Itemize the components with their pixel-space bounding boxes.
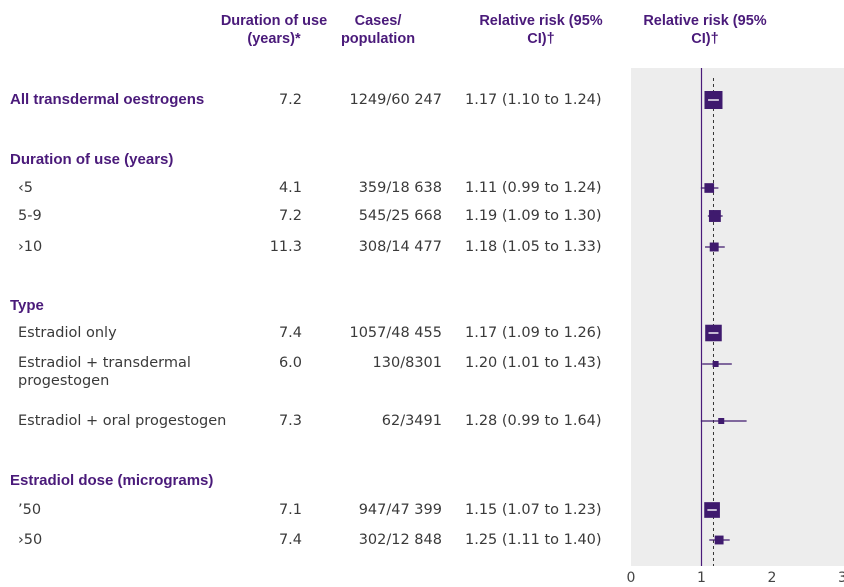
row-label: ›50 [18, 532, 43, 548]
row-duration: 6.0 [278, 355, 302, 371]
row-cases: 62/3491 [381, 413, 442, 429]
row-duration: 4.1 [278, 180, 302, 196]
table-row: 5-9 7.2 545/25 668 1.19 (1.09 to 1.30) [0, 205, 630, 227]
table-row: Estradiol + transdermal progestogen 6.0 … [0, 352, 630, 392]
table-row: ’50 7.1 947/47 399 1.15 (1.07 to 1.23) [0, 499, 630, 521]
row-cases: 545/25 668 [358, 208, 442, 224]
x-tick-label: 0 [627, 570, 636, 586]
row-duration: 7.2 [278, 92, 302, 108]
header-rr-text: Relative risk (95% CI)† [479, 13, 603, 47]
row-duration: 7.4 [278, 325, 302, 341]
row-label: ‹5 [18, 180, 34, 196]
x-tick-label: 3 [838, 570, 844, 586]
table-row: Estradiol only 7.4 1057/48 455 1.17 (1.0… [0, 322, 630, 344]
row-duration: 7.3 [278, 413, 302, 429]
x-tick-label: 2 [768, 570, 777, 586]
row-ci-text: 1.25 (1.11 to 1.40) [465, 532, 602, 548]
row-ci-text: 1.20 (1.01 to 1.43) [465, 355, 602, 371]
row-duration: 7.2 [278, 208, 302, 224]
row-label: ›10 [18, 239, 43, 255]
point-marker [718, 418, 725, 424]
row-ci-text: 1.19 (1.09 to 1.30) [465, 208, 602, 224]
table-row: ›50 7.4 302/12 848 1.25 (1.11 to 1.40) [0, 529, 630, 551]
point-marker [712, 361, 719, 367]
plot-panel [631, 68, 844, 566]
section-title-dose: Estradiol dose (micrograms) [10, 472, 214, 489]
row-ci-text: 1.11 (0.99 to 1.24) [465, 180, 602, 196]
table-row: ›10 11.3 308/14 477 1.18 (1.05 to 1.33) [0, 236, 630, 258]
row-cases: 947/47 399 [358, 502, 442, 518]
table-row: Estradiol + oral progestogen 7.3 62/3491… [0, 410, 630, 432]
x-tick-label: 1 [697, 570, 706, 586]
section-title-type: Type [10, 297, 44, 314]
row-label: ’50 [18, 502, 42, 518]
row-cases: 359/18 638 [358, 180, 442, 196]
table-row: All transdermal oestrogens 7.2 1249/60 2… [0, 89, 630, 111]
row-ci-text: 1.17 (1.10 to 1.24) [465, 92, 602, 108]
row-label: Estradiol + transdermal progestogen [18, 355, 191, 389]
row-ci-text: 1.15 (1.07 to 1.23) [465, 502, 602, 518]
row-cases: 1249/60 247 [349, 92, 442, 108]
row-duration: 11.3 [269, 239, 302, 255]
point-marker [709, 242, 719, 252]
row-ci-text: 1.17 (1.09 to 1.26) [465, 325, 602, 341]
row-cases: 308/14 477 [358, 239, 442, 255]
row-label: Estradiol + oral progestogen [18, 413, 227, 429]
row-cases: 1057/48 455 [349, 325, 442, 341]
row-ci-text: 1.28 (0.99 to 1.64) [465, 413, 602, 429]
row-label: Estradiol only [18, 325, 117, 341]
row-cases: 302/12 848 [358, 532, 442, 548]
point-marker [708, 210, 721, 222]
row-cases: 130/8301 [372, 355, 442, 371]
point-marker [704, 183, 715, 193]
section-title-duration: Duration of use (years) [10, 151, 174, 168]
row-ci-text: 1.18 (1.05 to 1.33) [465, 239, 602, 255]
point-marker [714, 535, 724, 545]
row-label: 5-9 [18, 208, 42, 224]
table-row: ‹5 4.1 359/18 638 1.11 (0.99 to 1.24) [0, 177, 630, 199]
row-duration: 7.4 [278, 532, 302, 548]
header-rr-plot: Relative risk (95% CI)† [643, 13, 767, 47]
row-duration: 7.1 [278, 502, 302, 518]
row-label: All transdermal oestrogens [10, 91, 205, 108]
header-cases: Cases/ population [340, 13, 416, 47]
header-duration: Duration of use (years)* [220, 13, 328, 47]
